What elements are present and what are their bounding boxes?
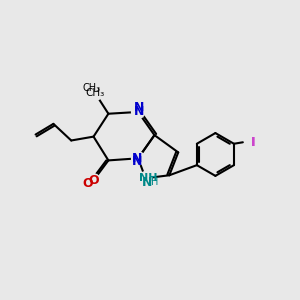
Text: CH₃: CH₃ bbox=[82, 83, 100, 94]
Text: N: N bbox=[134, 101, 144, 114]
Text: NH: NH bbox=[139, 173, 157, 183]
Text: N: N bbox=[134, 106, 144, 118]
Text: N: N bbox=[132, 152, 143, 165]
Text: I: I bbox=[250, 136, 255, 149]
Circle shape bbox=[245, 136, 257, 148]
Text: CH₃: CH₃ bbox=[85, 88, 105, 98]
Text: I: I bbox=[250, 136, 255, 149]
Circle shape bbox=[139, 172, 152, 185]
Circle shape bbox=[132, 105, 145, 119]
Text: H: H bbox=[152, 177, 159, 188]
Circle shape bbox=[132, 152, 145, 165]
Text: O: O bbox=[82, 177, 93, 190]
Text: N: N bbox=[131, 155, 142, 168]
Circle shape bbox=[87, 174, 100, 187]
Text: N: N bbox=[142, 176, 152, 189]
Text: O: O bbox=[88, 174, 99, 187]
Circle shape bbox=[88, 85, 102, 100]
